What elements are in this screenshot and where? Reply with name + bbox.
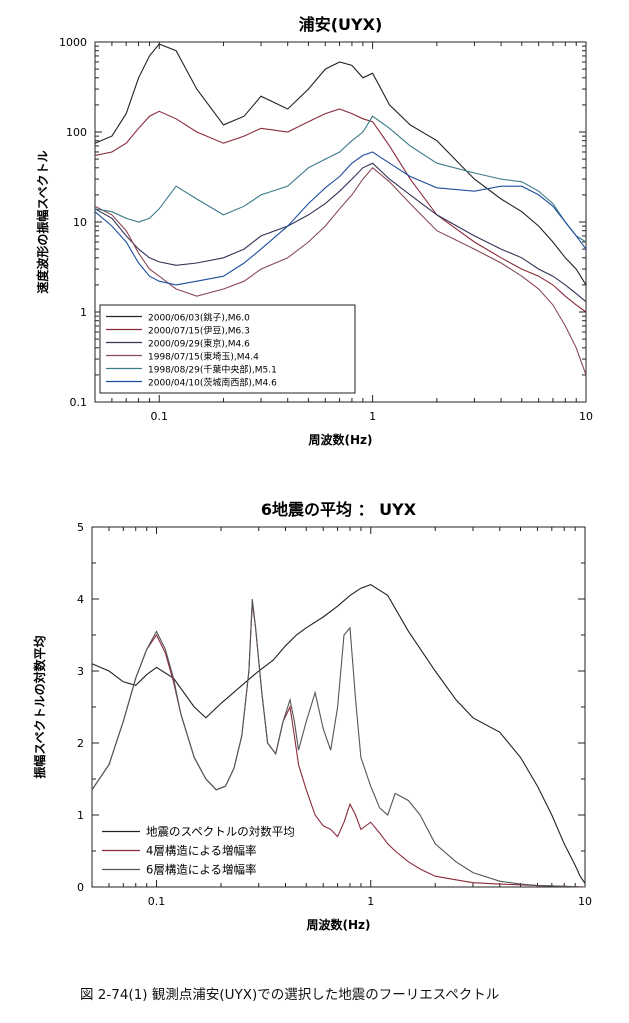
y-tick-label: 3 [77, 665, 84, 678]
x-tick-label: 1 [367, 895, 374, 908]
spectra-chart: 浦安(UYX) 0.1 1 10 0.1 1 10 100 1000 周波数(Hz) 速度波形の振幅… [0, 0, 629, 470]
legend-entry: 2000/04/10(茨城南西部),M4.6 [148, 377, 277, 389]
y-tick-label: 1 [80, 306, 87, 319]
legend-entry: 2000/06/03(銚子),M6.0 [148, 312, 250, 324]
legend-entry: 1998/07/15(東埼玉),M4.4 [148, 351, 259, 363]
x-tick-label: 10 [579, 410, 593, 423]
series-line-1 [94, 43, 587, 286]
average-chart-svg: 6地震の平均 ： UYX 0.1 1 10 0 1 2 3 4 5 周波数(Hz) 振幅スペクトルの対… [32, 500, 592, 932]
y-tick-label: 0.1 [70, 396, 88, 409]
y-tick-label: 0 [77, 881, 84, 894]
y-tick-label: 1 [77, 809, 84, 822]
y-axis-label: 速度波形の振幅スペクトル [35, 150, 50, 293]
series-line-2 [94, 108, 587, 313]
legend-entry: 2000/07/15(伊豆),M6.3 [148, 325, 250, 337]
series-line-3 [91, 598, 586, 888]
x-axis-label: 周波数(Hz) [309, 432, 373, 447]
series-line-5 [94, 115, 587, 243]
legend-entry: 1998/08/29(千葉中央部),M5.1 [148, 364, 277, 376]
chart-title: 浦安(UYX) [299, 15, 383, 34]
x-tick-label: 1 [369, 410, 376, 423]
x-tick-label: 10 [578, 895, 592, 908]
series-line-4 [94, 167, 587, 376]
figure-caption: 図 2-74(1) 観測点浦安(UYX)での選択した地震のフーリエスペクトル [80, 987, 500, 1003]
y-tick-label: 2 [77, 737, 84, 750]
series-line-6 [94, 151, 587, 286]
legend-box [99, 304, 356, 394]
y-tick-label: 1000 [59, 36, 87, 49]
y-tick-label: 4 [77, 593, 84, 606]
spectra-chart-svg: 浦安(UYX) 0.1 1 10 0.1 1 10 100 1000 周波数(Hz) 速度波形の振幅… [35, 15, 593, 447]
legend-entry: 4層構造による増幅率 [146, 844, 256, 858]
x-axis-label: 周波数(Hz) [307, 917, 371, 932]
series-line-3 [94, 162, 587, 303]
x-tick-label: 0.1 [148, 895, 166, 908]
y-tick-label: 5 [77, 521, 84, 534]
legend-entry: 6層構造による増幅率 [146, 863, 256, 877]
y-axis-label: 振幅スペクトルの対数平均 [32, 635, 47, 778]
average-chart: 6地震の平均 ： UYX 0.1 1 10 0 1 2 3 4 5 周波数(Hz) 振幅スペクトルの対… [0, 490, 629, 955]
series-line-1 [91, 583, 586, 884]
y-tick-label: 100 [66, 126, 87, 139]
x-tick-label: 0.1 [150, 410, 168, 423]
chart-title: 6地震の平均 ： UYX [261, 500, 417, 519]
legend-entry: 2000/09/29(東京),M4.6 [148, 338, 250, 350]
legend-entry: 地震のスペクトルの対数平均 [146, 825, 295, 839]
y-tick-label: 10 [73, 216, 87, 229]
